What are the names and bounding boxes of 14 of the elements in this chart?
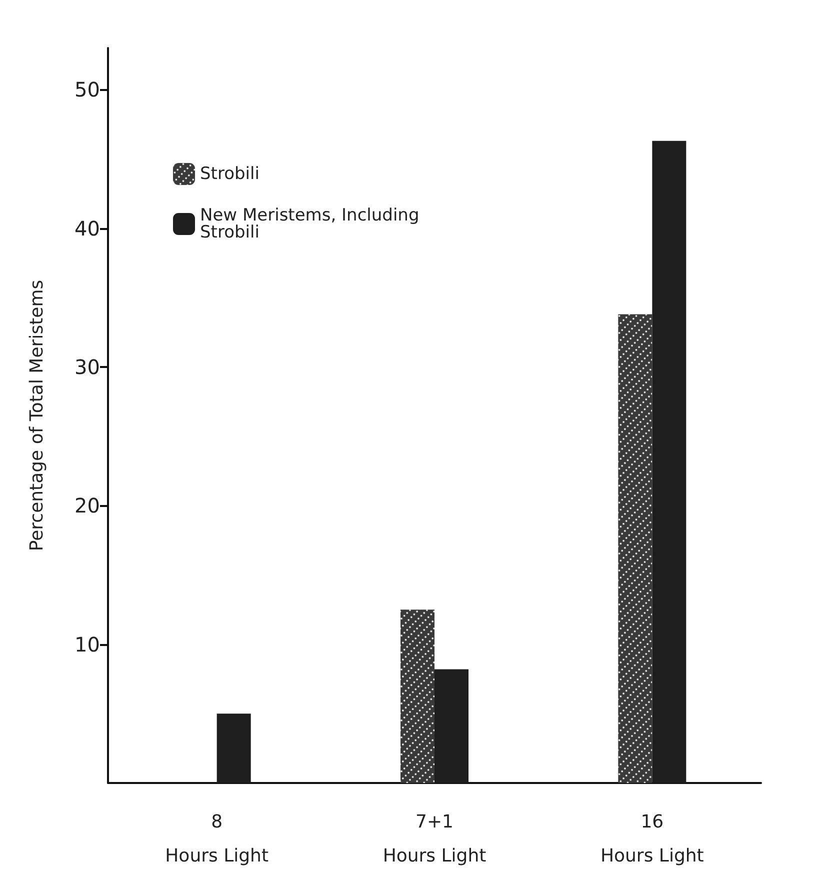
bar <box>652 140 686 783</box>
x-tick-label: 16 Hours Light <box>600 812 704 866</box>
x-tick-label: 8 Hours Light <box>165 812 269 866</box>
y-axis-title: Percentage of Total Meristems <box>26 280 48 552</box>
y-tick-label: 40 <box>74 216 100 240</box>
bar <box>216 714 251 783</box>
legend-label: New Meristems, Including Strobili <box>200 206 425 242</box>
y-tick-label: 30 <box>74 354 100 379</box>
bar <box>434 669 468 783</box>
y-tick-label: 10 <box>74 632 100 656</box>
x-tick-label: 7+1 Hours Light <box>382 812 486 866</box>
legend-label: Strobili <box>200 164 260 184</box>
y-tick-label: 50 <box>74 78 100 102</box>
y-tick-label: 20 <box>74 494 100 518</box>
